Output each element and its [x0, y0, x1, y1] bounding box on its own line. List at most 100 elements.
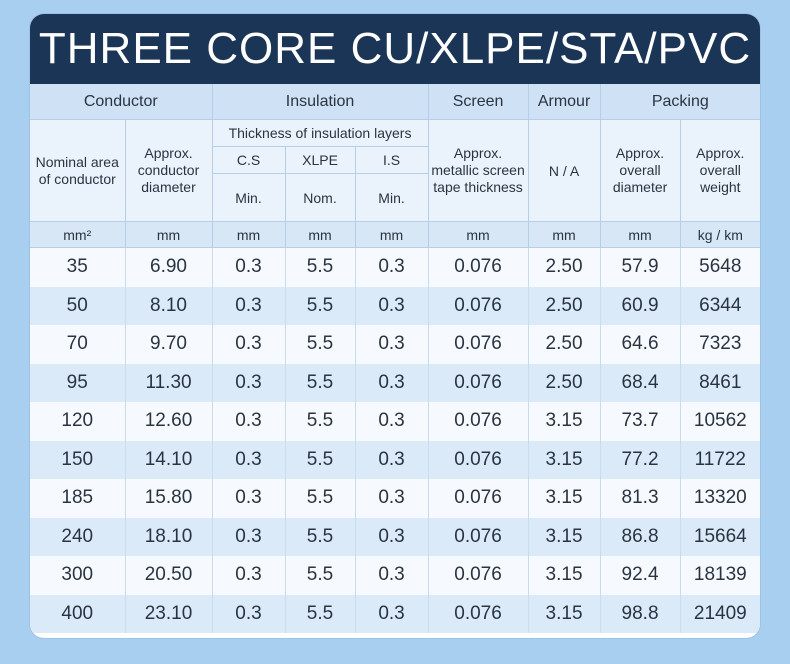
table-cell: 81.3 — [599, 479, 681, 518]
unit-cell: mm — [211, 221, 286, 248]
table-cell: 5.5 — [284, 517, 356, 556]
table-cell: 68.4 — [599, 363, 681, 402]
table-cell: 15664 — [679, 517, 760, 556]
table-cell: 10562 — [679, 402, 760, 441]
table-cell: 57.9 — [599, 247, 681, 287]
table-cell: 0.076 — [427, 479, 529, 518]
table-cell: 7323 — [679, 325, 760, 364]
table-cell: 8.10 — [124, 286, 213, 325]
header-insulation-thickness: Thickness of insulation layers — [211, 119, 429, 147]
table-cell: 2.50 — [527, 247, 601, 287]
table-cell: 120 — [30, 402, 126, 441]
table-row: 240 18.10 0.3 5.5 0.3 0.076 3.15 86.8 15664 — [30, 517, 760, 556]
table-cell: 5.5 — [284, 594, 356, 633]
unit-cell: mm — [599, 221, 681, 248]
page-title: THREE CORE CU/XLPE/STA/PVC — [30, 14, 760, 84]
table-cell: 5.5 — [284, 325, 356, 364]
table-cell: 0.3 — [354, 247, 429, 287]
table-cell: 11.30 — [124, 363, 213, 402]
table-cell: 11722 — [679, 440, 760, 479]
table-cell: 0.076 — [427, 517, 529, 556]
table-cell: 23.10 — [124, 594, 213, 633]
table-cell: 20.50 — [124, 556, 213, 595]
table-cell: 5.5 — [284, 556, 356, 595]
table-cell: 0.3 — [211, 517, 286, 556]
table-cell: 5.5 — [284, 247, 356, 287]
table-cell: 86.8 — [599, 517, 681, 556]
table-cell: 5.5 — [284, 479, 356, 518]
table-cell: 98.8 — [599, 594, 681, 633]
table-cell: 0.3 — [211, 440, 286, 479]
table-cell: 3.15 — [527, 556, 601, 595]
header-conductor-diameter: Approx. conductor diameter — [124, 119, 213, 222]
table-cell: 0.3 — [354, 594, 429, 633]
table-cell: 240 — [30, 517, 126, 556]
table-row: 70 9.70 0.3 5.5 0.3 0.076 2.50 64.6 7323 — [30, 325, 760, 364]
table-cell: 92.4 — [599, 556, 681, 595]
table-cell: 150 — [30, 440, 126, 479]
header-xlpe: XLPE — [284, 146, 356, 174]
table-cell: 77.2 — [599, 440, 681, 479]
table-cell: 70 — [30, 325, 126, 364]
table-cell: 0.076 — [427, 363, 529, 402]
header-is-type: Min. — [354, 173, 429, 222]
group-header-row: Conductor Insulation Screen Armour Packi… — [30, 84, 760, 120]
table-cell: 3.15 — [527, 479, 601, 518]
units-row: mm² mm mm mm mm mm mm mm kg / km — [30, 221, 760, 248]
table-cell: 0.3 — [211, 286, 286, 325]
spec-card: THREE CORE CU/XLPE/STA/PVC Conductor Ins… — [30, 14, 760, 638]
table-cell: 73.7 — [599, 402, 681, 441]
table-cell: 60.9 — [599, 286, 681, 325]
header-xlpe-type: Nom. — [284, 173, 356, 222]
header-screen-tape: Approx. metallic screen tape thickness — [427, 119, 529, 222]
table-cell: 0.3 — [354, 479, 429, 518]
table-row: 185 15.80 0.3 5.5 0.3 0.076 3.15 81.3 13320 — [30, 479, 760, 518]
group-screen: Screen — [427, 84, 529, 120]
table-cell: 5648 — [679, 247, 760, 287]
unit-cell: kg / km — [679, 221, 760, 248]
table-cell: 0.3 — [354, 363, 429, 402]
unit-cell: mm — [527, 221, 601, 248]
table-cell: 9.70 — [124, 325, 213, 364]
table-cell: 300 — [30, 556, 126, 595]
table-row: 150 14.10 0.3 5.5 0.3 0.076 3.15 77.2 11722 — [30, 440, 760, 479]
header-nominal-area: Nominal area of conductor — [30, 119, 126, 222]
table-cell: 0.076 — [427, 594, 529, 633]
table-body: 35 6.90 0.3 5.5 0.3 0.076 2.50 57.9 5648 50 8.10 0.… — [30, 247, 760, 633]
table-cell: 0.3 — [354, 517, 429, 556]
table-cell: 0.076 — [427, 325, 529, 364]
table-cell: 64.6 — [599, 325, 681, 364]
header-cs: C.S — [212, 146, 286, 174]
table-cell: 2.50 — [527, 325, 601, 364]
table-cell: 0.3 — [354, 440, 429, 479]
unit-cell: mm — [427, 221, 529, 248]
table-cell: 0.3 — [211, 363, 286, 402]
table-cell: 0.076 — [427, 286, 529, 325]
table-cell: 2.50 — [527, 363, 601, 402]
header-cs-type: Min. — [212, 173, 286, 222]
table-cell: 0.076 — [427, 556, 529, 595]
table-cell: 0.3 — [211, 594, 286, 633]
subheader-row: Nominal area of conductor Approx. conduc… — [30, 119, 760, 222]
cable-spec-table: Conductor Insulation Screen Armour Packi… — [30, 84, 760, 633]
table-cell: 3.15 — [527, 402, 601, 441]
table-cell: 5.5 — [284, 440, 356, 479]
table-cell: 3.15 — [527, 440, 601, 479]
table-cell: 0.3 — [354, 325, 429, 364]
table-cell: 95 — [30, 363, 126, 402]
table-cell: 0.076 — [427, 247, 529, 287]
group-armour: Armour — [527, 84, 601, 120]
table-cell: 8461 — [679, 363, 760, 402]
header-armour-na: N / A — [527, 119, 601, 222]
table-row: 95 11.30 0.3 5.5 0.3 0.076 2.50 68.4 8461 — [30, 363, 760, 402]
table-cell: 0.3 — [211, 479, 286, 518]
table-cell: 50 — [30, 286, 126, 325]
table-cell: 15.80 — [124, 479, 213, 518]
table-row: 35 6.90 0.3 5.5 0.3 0.076 2.50 57.9 5648 — [30, 247, 760, 287]
table-cell: 0.3 — [354, 402, 429, 441]
header-overall-weight: Approx. overall weight — [679, 119, 760, 222]
table-cell: 2.50 — [527, 286, 601, 325]
table-cell: 21409 — [679, 594, 760, 633]
table-cell: 0.3 — [354, 286, 429, 325]
table-cell: 3.15 — [527, 594, 601, 633]
